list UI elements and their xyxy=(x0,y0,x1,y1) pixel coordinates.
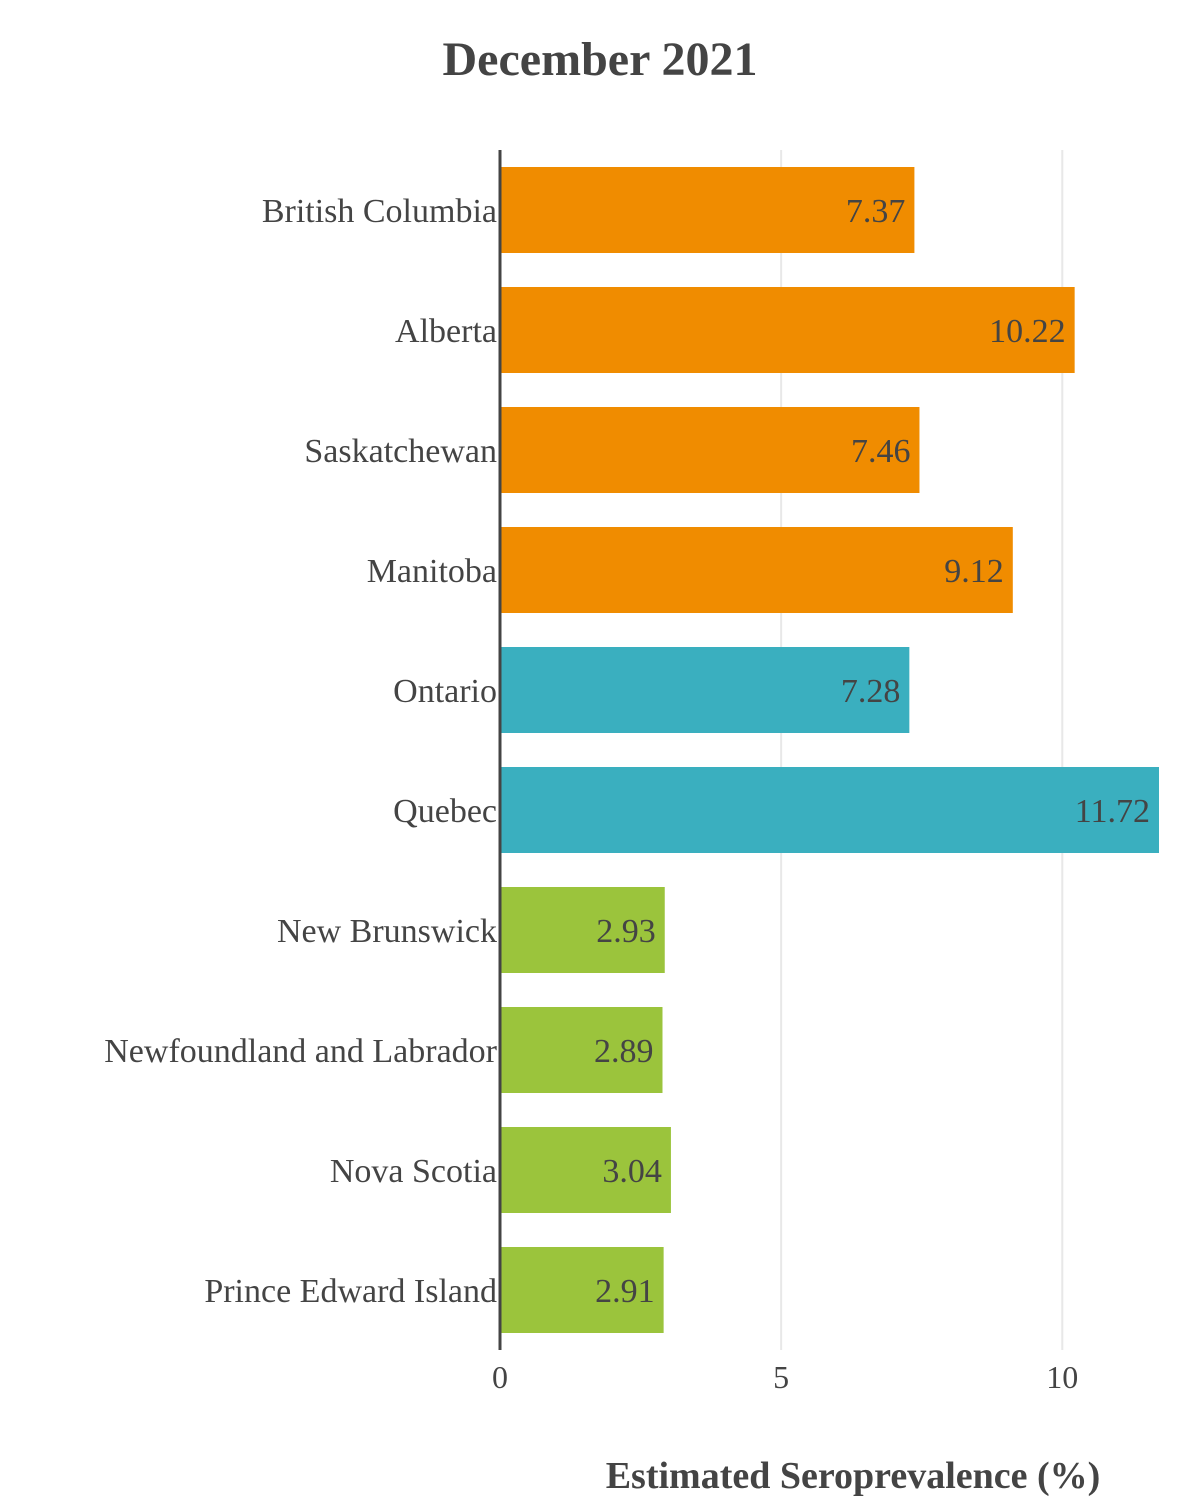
bar xyxy=(500,1247,664,1333)
category-label: Ontario xyxy=(393,673,497,710)
category-label: Saskatchewan xyxy=(304,433,497,470)
data-label: 3.04 xyxy=(602,1153,662,1190)
category-label: Quebec xyxy=(393,793,497,830)
bar xyxy=(500,527,1013,613)
x-tick-label: 10 xyxy=(1046,1359,1078,1395)
data-label: 11.72 xyxy=(1075,793,1150,830)
bar xyxy=(500,167,915,253)
axes: 0 5 10 xyxy=(492,150,1078,1395)
bar xyxy=(500,287,1075,373)
data-label: 2.91 xyxy=(595,1273,655,1310)
x-tick-label: 5 xyxy=(773,1359,789,1395)
x-axis-title: Estimated Seroprevalence (%) xyxy=(606,1455,1101,1497)
category-label: Alberta xyxy=(395,313,497,350)
category-label: Prince Edward Island xyxy=(204,1273,497,1310)
data-label: 7.28 xyxy=(841,673,901,710)
bars xyxy=(500,167,1159,1333)
bar xyxy=(500,1127,671,1213)
bar xyxy=(500,1007,663,1093)
bar xyxy=(500,767,1159,853)
chart-title: December 2021 xyxy=(443,33,758,86)
data-label: 7.37 xyxy=(846,193,906,230)
category-label: Nova Scotia xyxy=(330,1153,497,1190)
labels: British Columbia 7.37 Alberta 10.22 Saskatch… xyxy=(104,193,1150,1310)
category-label: Manitoba xyxy=(367,553,497,590)
data-label: 10.22 xyxy=(989,313,1066,350)
category-label: New Brunswick xyxy=(277,913,497,950)
data-label: 9.12 xyxy=(944,553,1004,590)
bar xyxy=(500,407,920,493)
data-label: 2.93 xyxy=(596,913,656,950)
data-label: 7.46 xyxy=(851,433,911,470)
category-label: Newfoundland and Labrador xyxy=(104,1033,497,1070)
bar xyxy=(500,887,665,973)
data-label: 2.89 xyxy=(594,1033,654,1070)
x-tick-label: 0 xyxy=(492,1359,508,1395)
category-label: British Columbia xyxy=(262,193,497,230)
bar xyxy=(500,647,910,733)
